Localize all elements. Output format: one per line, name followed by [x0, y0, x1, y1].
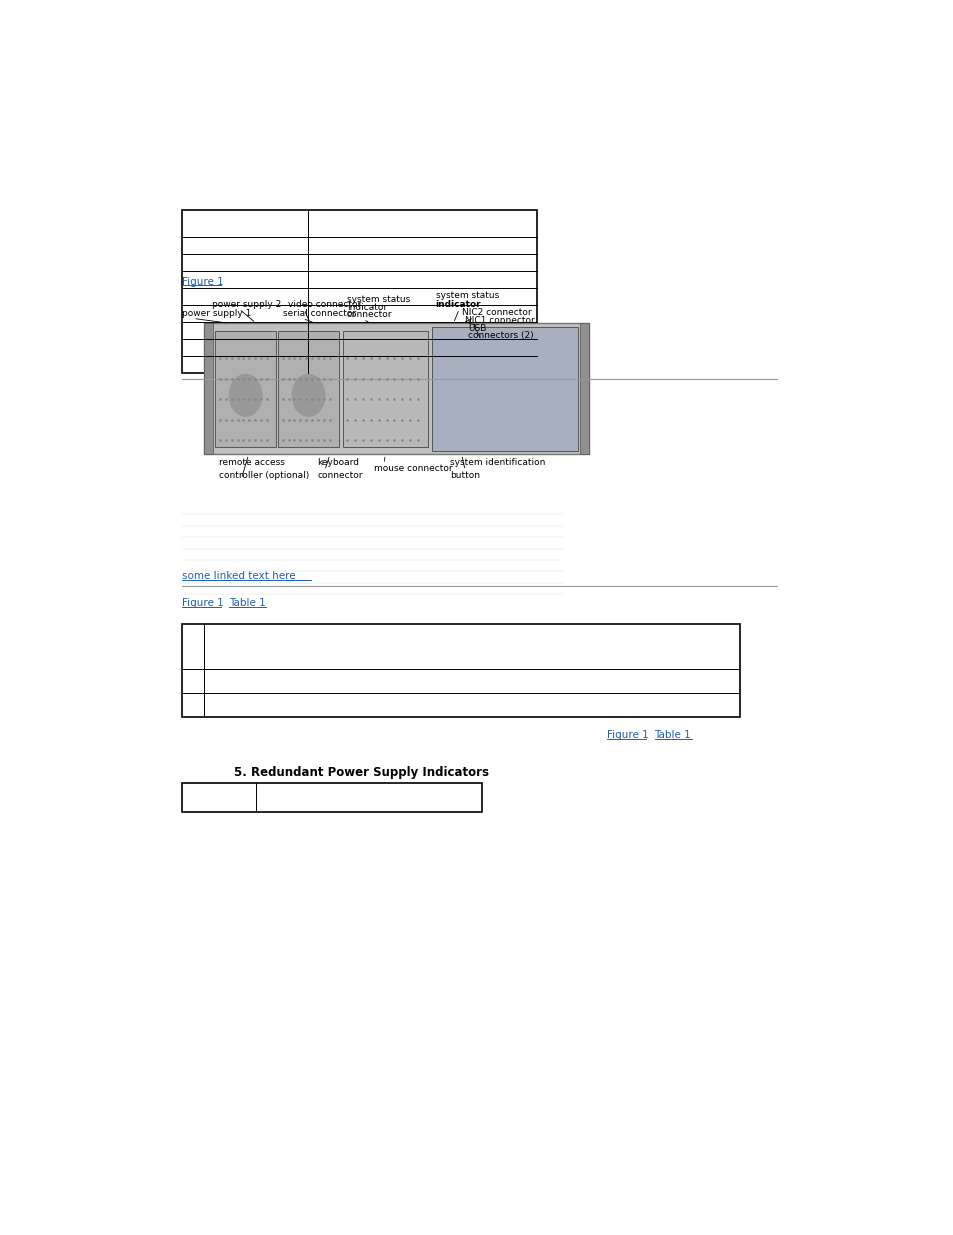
- Bar: [432, 327, 578, 451]
- Bar: [182, 783, 481, 811]
- Text: Figure 1: Figure 1: [182, 598, 224, 608]
- Bar: [215, 331, 275, 447]
- Circle shape: [292, 374, 324, 416]
- Bar: [204, 324, 588, 454]
- Text: Figure 1: Figure 1: [606, 730, 648, 740]
- Text: remote access: remote access: [219, 458, 285, 467]
- Bar: [579, 324, 588, 454]
- Text: indicator: indicator: [436, 300, 481, 309]
- Bar: [278, 331, 338, 447]
- Text: NIC2 connector: NIC2 connector: [461, 309, 531, 317]
- Bar: [343, 331, 428, 447]
- Text: USB: USB: [468, 324, 486, 332]
- Bar: [204, 324, 213, 454]
- Circle shape: [229, 374, 262, 416]
- Text: controller (optional): controller (optional): [219, 471, 309, 479]
- Text: system status: system status: [347, 295, 410, 304]
- Text: power supply 1: power supply 1: [182, 310, 252, 319]
- Text: some linked text here: some linked text here: [182, 572, 295, 582]
- Text: connector: connector: [347, 310, 392, 320]
- Text: connectors (2): connectors (2): [468, 331, 534, 341]
- Text: NIC1 connector: NIC1 connector: [465, 316, 535, 325]
- Text: Table 1: Table 1: [654, 730, 691, 740]
- Text: Table 1: Table 1: [229, 598, 265, 608]
- Text: keyboard: keyboard: [317, 458, 359, 467]
- Text: 5. Redundant Power Supply Indicators: 5. Redundant Power Supply Indicators: [233, 766, 488, 779]
- Text: system identification: system identification: [450, 458, 545, 467]
- Text: serial connector: serial connector: [283, 310, 356, 319]
- Text: power supply 2: power supply 2: [212, 300, 280, 309]
- Text: Figure 1: Figure 1: [182, 277, 224, 287]
- Bar: [182, 210, 537, 373]
- Text: video connector: video connector: [288, 300, 360, 309]
- Text: button: button: [450, 471, 480, 479]
- Bar: [182, 624, 740, 716]
- Text: system status: system status: [436, 291, 498, 300]
- Text: connector: connector: [317, 471, 362, 479]
- Text: mouse connector: mouse connector: [374, 464, 453, 473]
- Text: indicator: indicator: [347, 303, 387, 311]
